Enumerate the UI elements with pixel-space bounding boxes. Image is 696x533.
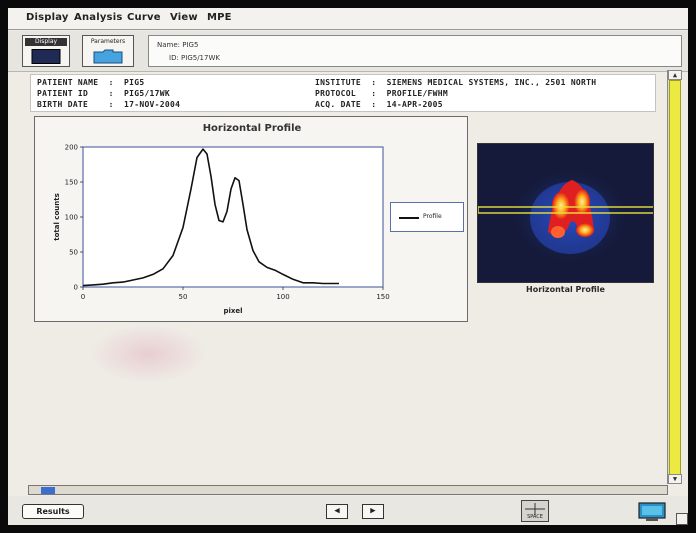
y-tick-label: 200 [65, 144, 78, 152]
y-axis-label: total counts [53, 193, 61, 241]
patient-name-box: Name: PIG5 ID: PIG5/17WK [148, 35, 682, 67]
menu-curve[interactable]: Curve [127, 12, 161, 23]
series-line-profile [82, 148, 339, 287]
patient-id-field: PATIENT ID : PIG5/17WK [37, 89, 171, 98]
toolbar: Display Parameters Name: PIG5 ID: PIG5/1… [8, 31, 688, 72]
y-tick-label: 50 [69, 249, 78, 257]
next-button[interactable]: ▶ [362, 504, 384, 519]
parameters-button[interactable]: Parameters [82, 35, 134, 67]
profile-line-overlay [478, 206, 653, 214]
space-button[interactable]: SPACE [521, 500, 549, 522]
x-axis-label: pixel [223, 307, 242, 315]
display-button-label: Display [25, 38, 67, 46]
y-tick-label: 100 [65, 214, 78, 222]
id-line: ID: PIG5/17WK [169, 54, 220, 62]
left-arrow-icon: ◀ [334, 506, 340, 516]
application-window: Display Analysis Curve View MPE Display … [8, 8, 688, 525]
institute-field: INSTITUTE : SIEMENS MEDICAL SYSTEMS, INC… [315, 78, 597, 87]
scan-caption: Horizontal Profile [526, 285, 605, 294]
scan-image[interactable] [477, 143, 654, 283]
chart-title: Horizontal Profile [202, 123, 302, 134]
profile-chart: 0 50 100 150 0 50 100 150 200 pixel total counts [53, 144, 390, 316]
previous-button[interactable]: ◀ [326, 504, 348, 519]
parameters-button-label: Parameters [90, 38, 126, 45]
protocol-field: PROTOCOL : PROFILE/FWHM [315, 89, 449, 98]
x-tick-label: 100 [276, 293, 289, 301]
y-tick-label: 150 [65, 179, 78, 187]
folder-icon [93, 49, 123, 64]
scroll-down-arrow[interactable]: ▼ [668, 474, 682, 484]
crosshair-icon [525, 503, 545, 515]
display-icon [31, 49, 61, 64]
legend-swatch [399, 217, 419, 219]
bottom-bar: Results ◀ ▶ SPACE [8, 496, 688, 525]
horizontal-scroll-thumb[interactable] [41, 487, 55, 494]
horizontal-scrollbar[interactable] [28, 485, 668, 495]
display-button[interactable]: Display [22, 35, 70, 67]
chart-legend: Profile [390, 202, 464, 232]
menu-display[interactable]: Display [26, 12, 69, 23]
name-line: Name: PIG5 [157, 41, 199, 49]
legend-entry-profile: Profile [423, 213, 442, 220]
menu-view[interactable]: View [170, 12, 198, 23]
vertical-scroll-thumb[interactable] [669, 80, 681, 476]
screen-stain [88, 324, 208, 384]
results-button[interactable]: Results [22, 504, 84, 519]
vertical-scrollbar[interactable]: ▲ ▼ [667, 70, 682, 484]
menu-analysis[interactable]: Analysis [74, 12, 123, 23]
resize-handle-icon[interactable] [676, 513, 688, 525]
y-tick-label: 0 [74, 284, 78, 292]
scan-heatmap-image [478, 166, 653, 266]
acq-date-field: ACQ. DATE : 14-APR-2005 [315, 100, 443, 109]
scroll-up-arrow[interactable]: ▲ [668, 70, 682, 80]
birth-date-field: BIRTH DATE : 17-NOV-2004 [37, 100, 181, 109]
x-tick-label: 50 [179, 293, 188, 301]
menu-mpe[interactable]: MPE [207, 12, 232, 23]
menu-bar: Display Analysis Curve View MPE [8, 8, 688, 30]
monitor-icon[interactable] [638, 502, 666, 522]
space-label: SPACE [527, 514, 543, 520]
x-tick-label: 150 [376, 293, 389, 301]
right-arrow-icon: ▶ [370, 506, 376, 516]
plot-area [82, 146, 384, 288]
patient-info-header: PATIENT NAME : PIG5 PATIENT ID : PIG5/17… [30, 74, 656, 112]
x-tick-label: 0 [81, 293, 85, 301]
patient-name-field: PATIENT NAME : PIG5 [37, 78, 145, 87]
